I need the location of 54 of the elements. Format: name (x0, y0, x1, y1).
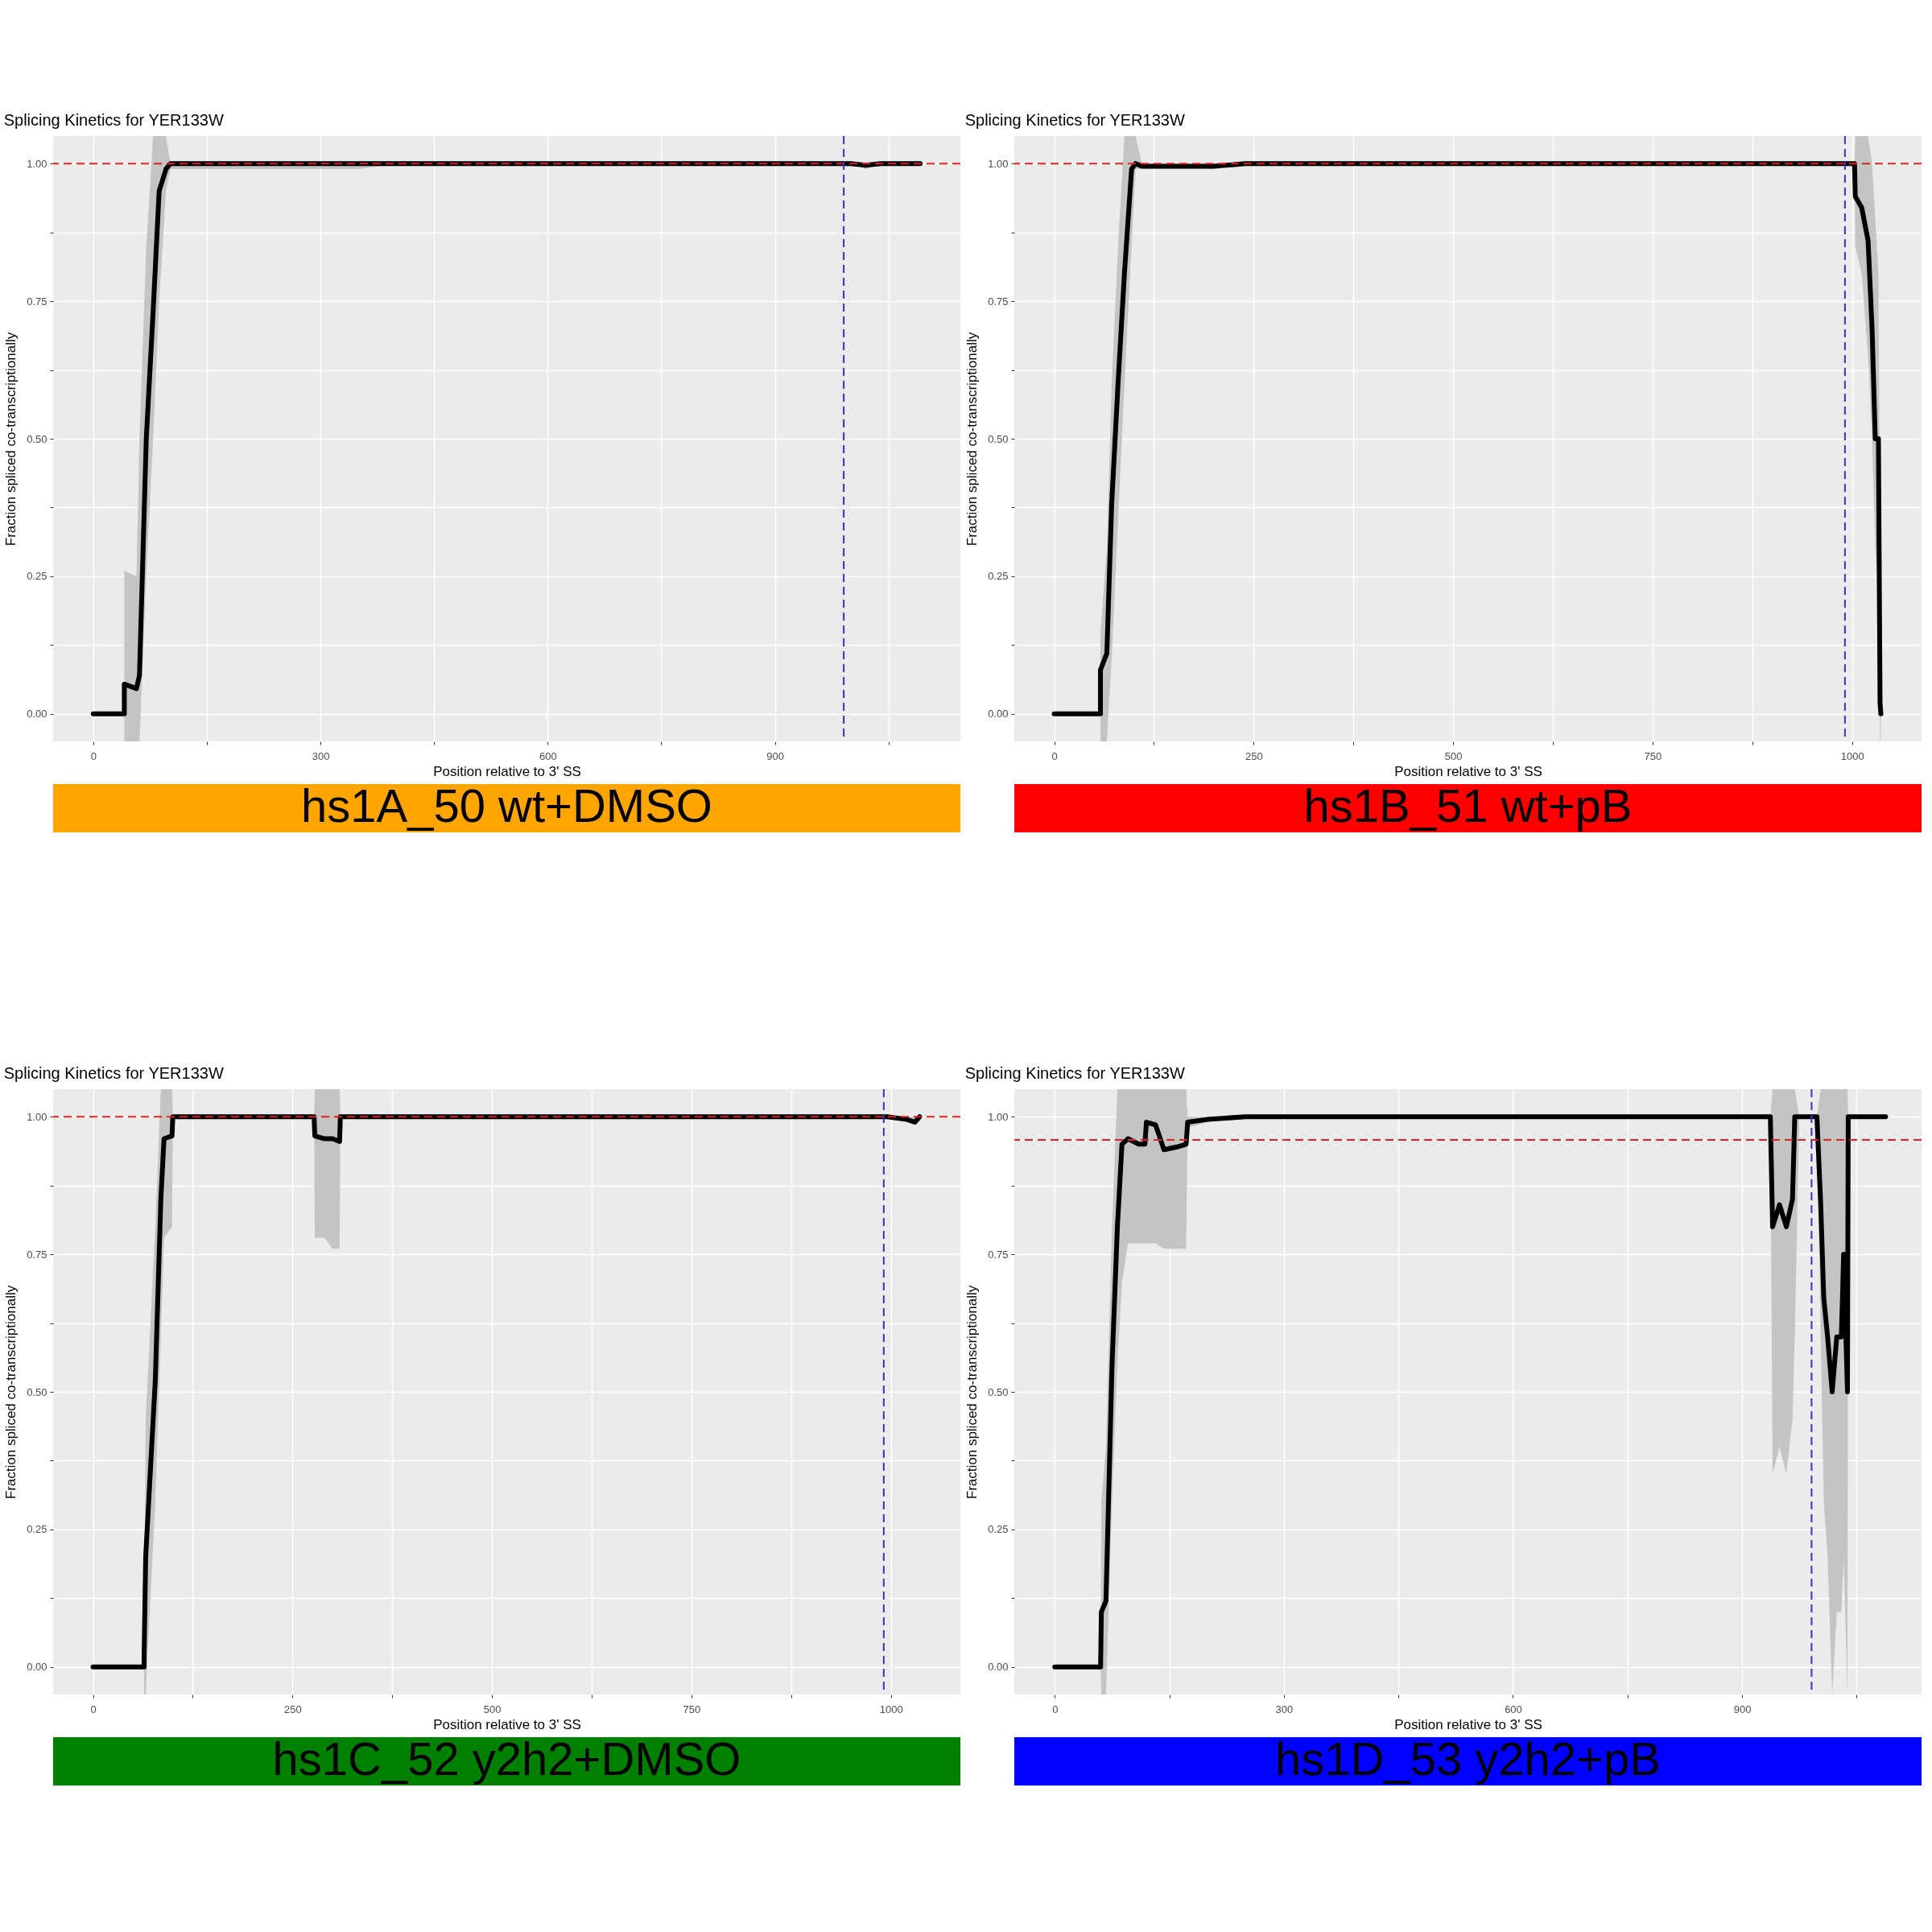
y-axis-title: Fraction spliced co-transcriptionally (964, 1285, 980, 1500)
y-tick-label: 0.75 (27, 295, 47, 308)
x-tick-label: 0 (1052, 1703, 1059, 1715)
y-tick-label: 0.25 (988, 1523, 1009, 1536)
y-tick-label: 0.00 (27, 708, 47, 720)
y-tick-label: 0.25 (27, 570, 47, 583)
chart-title: Splicing Kinetics for YER133W (3, 111, 224, 129)
y-axis-title: Fraction spliced co-transcriptionally (964, 332, 980, 547)
y-tick-label: 0.50 (27, 432, 47, 445)
y-tick-label: 0.25 (988, 570, 1009, 583)
y-tick-label: 0.25 (27, 1523, 47, 1536)
y-axis-title: Fraction spliced co-transcriptionally (3, 332, 19, 547)
y-tick-label: 0.75 (27, 1248, 47, 1261)
x-axis-title: Position relative to 3' SS (433, 1716, 581, 1732)
x-tick-label: 750 (683, 1703, 701, 1715)
chart-title: Splicing Kinetics for YER133W (964, 111, 1185, 129)
y-tick-label: 0.00 (27, 1661, 47, 1674)
x-tick-label: 0 (90, 1703, 97, 1715)
x-axis-title: Position relative to 3' SS (1394, 763, 1542, 779)
x-tick-label: 300 (312, 749, 330, 762)
x-tick-label: 900 (1733, 1703, 1752, 1715)
x-tick-label: 250 (1245, 749, 1263, 762)
x-tick-label: 1000 (879, 1703, 903, 1715)
x-tick-label: 0 (1051, 749, 1058, 762)
y-tick-label: 0.50 (27, 1385, 47, 1398)
x-tick-label: 500 (1444, 749, 1463, 762)
x-tick-label: 600 (1505, 1703, 1522, 1715)
text: hs1B_51 wt+pB (1303, 779, 1633, 832)
chart-title: Splicing Kinetics for YER133W (964, 1064, 1185, 1082)
y-tick-label: 1.00 (988, 157, 1009, 170)
x-tick-label: 0 (90, 749, 97, 762)
y-tick-label: 0.00 (988, 1661, 1009, 1674)
chart-title: Splicing Kinetics for YER133W (3, 1064, 224, 1082)
text: hs1C_52 y2h2+DMSO (272, 1732, 741, 1785)
x-tick-label: 1000 (1840, 749, 1864, 762)
x-axis-title: Position relative to 3' SS (1394, 1716, 1542, 1732)
y-tick-label: 1.00 (27, 1110, 47, 1123)
text: hs1D_53 y2h2+pB (1275, 1732, 1661, 1785)
y-tick-label: 1.00 (988, 1110, 1009, 1123)
y-tick-label: 0.50 (988, 1385, 1009, 1398)
y-tick-label: 0.75 (988, 295, 1009, 308)
x-tick-label: 250 (284, 1703, 302, 1715)
x-tick-label: 900 (766, 749, 784, 762)
x-tick-label: 500 (483, 1703, 502, 1715)
x-tick-label: 750 (1644, 749, 1662, 762)
y-tick-label: 0.50 (988, 432, 1009, 445)
x-tick-label: 600 (539, 749, 557, 762)
x-tick-label: 300 (1275, 1703, 1294, 1715)
y-tick-label: 0.75 (988, 1248, 1009, 1261)
x-axis-title: Position relative to 3' SS (433, 763, 581, 779)
text: hs1A_50 wt+DMSO (301, 779, 712, 832)
y-tick-label: 0.00 (988, 708, 1009, 720)
y-axis-title: Fraction spliced co-transcriptionally (3, 1285, 19, 1500)
y-tick-label: 1.00 (27, 157, 47, 170)
